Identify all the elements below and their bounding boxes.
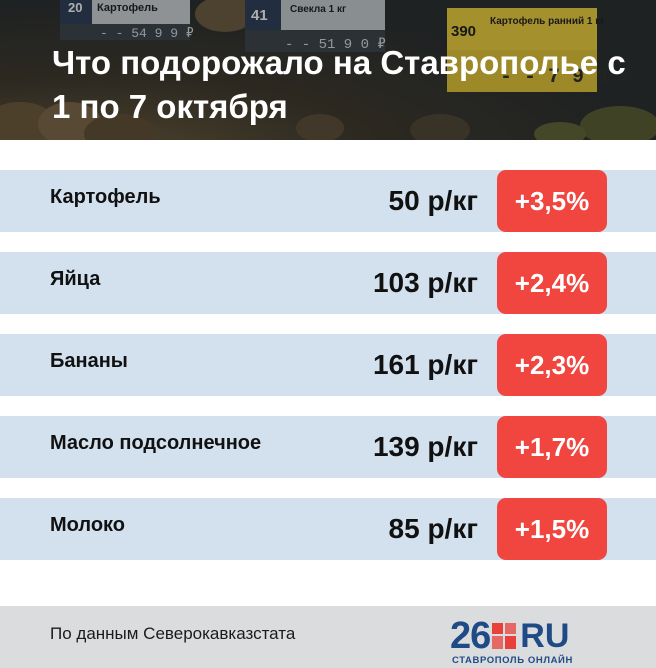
list-item-milk: Молоко 85 р/кг +1,5% [0,498,656,560]
item-name: Молоко [50,514,125,536]
price-tag-3-number: 390 [451,23,476,40]
item-price: 161 р/кг [372,349,478,380]
price-tag-2: 41 Свекла 1 кг - - 51 9 0 ₽ [245,0,386,53]
price-tag-2-name: Свекла 1 кг [290,4,346,15]
header-banner: 20 Картофель - - 54 9 9 ₽ 41 Свекла 1 кг… [0,0,656,140]
price-tag-1-number: 20 [68,0,82,15]
source-note: По данным Северокавказстата [50,624,296,643]
logo-main: 26 RU [450,615,570,657]
price-tag-3-price: - - 7 9 9 ₽ [500,66,632,89]
item-price: 85 р/кг [388,513,478,544]
change-badge: +1,7% [497,416,607,478]
header-shade [0,0,656,140]
list-item-sunflower-oil: Масло подсолнечное 139 р/кг +1,7% [0,416,656,478]
item-name: Яйца [50,268,101,290]
site-logo[interactable]: 26 RU СТАВРОПОЛЬ ОНЛАЙН [450,615,610,666]
list-item-potato: Картофель 50 р/кг +3,5% [0,170,656,232]
price-tag-2-price: - - 51 9 0 ₽ [285,37,386,53]
change-badge: +1,5% [497,498,607,560]
logo-subtitle: СТАВРОПОЛЬ ОНЛАЙН [452,655,573,666]
item-name: Бананы [50,350,128,372]
change-badge: +2,3% [497,334,607,396]
list-item-eggs: Яйца 103 р/кг +2,4% [0,252,656,314]
item-price: 103 р/кг [372,267,478,298]
item-name: Картофель [50,186,161,208]
price-tag-2-number: 41 [251,7,268,24]
price-tag-1-price: - - 54 9 9 ₽ [100,26,194,41]
item-price: 50 р/кг [388,185,478,216]
header-photo: 20 Картофель - - 54 9 9 ₽ 41 Свекла 1 кг… [0,0,656,140]
item-name: Масло подсолнечное [50,432,262,454]
logo-number: 26 [450,615,491,657]
change-badge: +2,4% [497,252,607,314]
item-price: 139 р/кг [372,431,478,462]
price-tag-1-name: Картофель [97,2,158,14]
logo-ru: RU [520,617,570,655]
price-tag-3: 390 Картофель ранний 1 кг - - 7 9 9 ₽ [447,8,632,92]
price-tag-1: 20 Картофель - - 54 9 9 ₽ [60,0,194,41]
footer: По данным Северокавказстата 26 RU СТАВРОП… [0,606,656,668]
logo-mark-icon [492,623,517,649]
change-badge: +3,5% [497,170,607,232]
price-tag-3-name: Картофель ранний 1 кг [490,15,604,27]
page-title: Что подорожало на Ставрополье с 1 по 7 о… [52,44,626,125]
list-item-bananas: Бананы 161 р/кг +2,3% [0,334,656,396]
